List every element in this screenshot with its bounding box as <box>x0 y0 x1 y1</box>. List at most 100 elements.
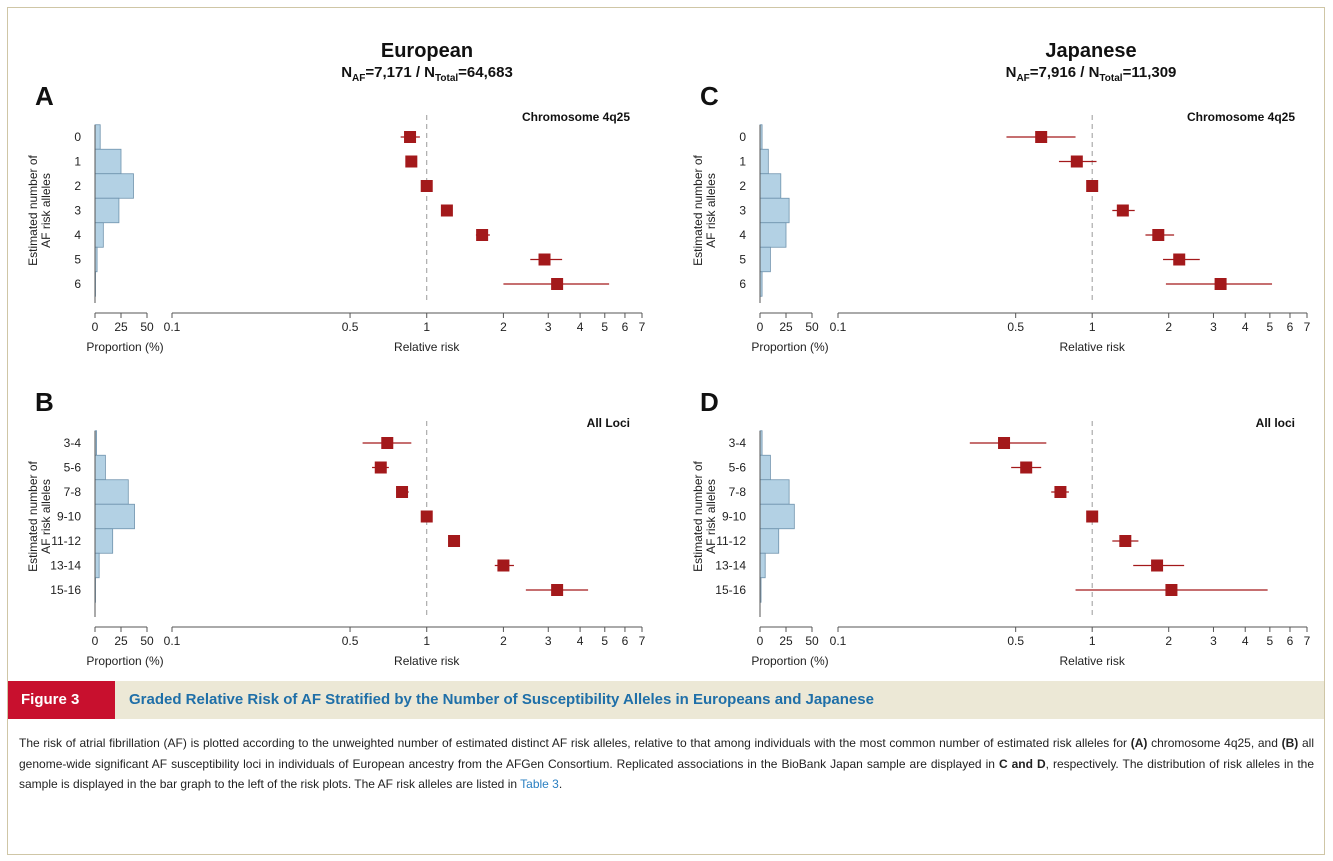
panel-a: A Estimated number ofAF risk alleles 0 1 2 3 4… <box>26 81 646 354</box>
caption-text-4: , respectively. The distribution of risk… <box>19 756 1314 792</box>
y-axis-label: Estimated number ofAF risk alleles <box>26 154 53 265</box>
category-tick-label: 4 <box>739 228 746 242</box>
rr-tick-label: 2 <box>1165 634 1172 648</box>
risk-marker <box>420 510 433 523</box>
proportion-bar <box>94 222 104 248</box>
proportion-bar <box>759 148 769 175</box>
proportion-bar <box>94 503 135 530</box>
risk-marker <box>551 278 564 290</box>
category-tick-label: 3 <box>74 204 81 218</box>
rr-tick-label: 7 <box>639 634 646 648</box>
rr-tick-label: 1 <box>1089 320 1096 334</box>
rr-tick-label: 0.5 <box>1007 634 1024 648</box>
risk-marker <box>538 253 551 266</box>
caption-text-5: . <box>558 777 563 791</box>
rr-tick-label: 6 <box>1287 634 1294 648</box>
category-tick-label: 5 <box>74 253 81 267</box>
proportion-tick-label: 0 <box>92 634 99 648</box>
rr-tick-label: 5 <box>601 634 608 648</box>
risk-marker <box>1152 229 1165 241</box>
figure-caption: The risk of atrial fibrillation (AF) is … <box>19 733 1314 795</box>
japanese-title: Japanese <box>1045 40 1136 62</box>
proportion-axis-label: Proportion (%) <box>86 340 163 354</box>
rr-axis-label: Relative risk <box>1060 340 1126 354</box>
risk-marker <box>1054 486 1067 498</box>
panel-letter: D <box>700 387 719 417</box>
category-tick-label: 5-6 <box>64 461 82 475</box>
category-tick-label: 3 <box>739 204 746 218</box>
category-tick-label: 11-12 <box>716 534 746 548</box>
risk-marker <box>374 461 387 474</box>
rr-tick-label: 0.1 <box>164 634 181 648</box>
proportion-tick-label: 0 <box>757 634 764 648</box>
proportion-bar <box>94 124 101 150</box>
rr-tick-label: 0.1 <box>164 320 181 334</box>
proportion-bar <box>94 454 106 481</box>
rr-tick-label: 5 <box>601 320 608 334</box>
european-sample-size: NAF=7,171 / NTotal=64,683 <box>341 64 513 84</box>
risk-marker <box>1020 461 1033 474</box>
european-title: European <box>381 40 473 62</box>
category-tick-label: 2 <box>739 179 746 193</box>
proportion-bar <box>759 552 766 579</box>
proportion-tick-label: 50 <box>140 320 154 334</box>
risk-marker <box>476 229 489 241</box>
proportion-tick-label: 25 <box>779 320 793 334</box>
proportion-tick-label: 25 <box>114 320 128 334</box>
category-tick-label: 13-14 <box>50 559 81 573</box>
category-tick-label: 4 <box>74 228 81 242</box>
category-tick-label: 9-10 <box>722 510 746 524</box>
japanese-sample-size: NAF=7,916 / NTotal=11,309 <box>1006 64 1177 84</box>
rr-tick-label: 7 <box>1304 634 1311 648</box>
proportion-bar <box>759 503 795 530</box>
category-tick-label: 15-16 <box>50 583 81 597</box>
proportion-axis-label: Proportion (%) <box>86 654 163 668</box>
risk-marker <box>420 180 433 192</box>
risk-marker <box>404 131 417 143</box>
category-tick-label: 0 <box>74 130 81 144</box>
rr-tick-label: 5 <box>1267 320 1274 334</box>
proportion-bar <box>94 173 134 199</box>
forest-plot-figure: European NAF=7,171 / NTotal=64,683 Japan… <box>26 40 1311 668</box>
risk-marker <box>405 155 418 168</box>
panel-d: D Estimated number ofAF risk alleles 3-4 5-… <box>691 387 1311 668</box>
proportion-tick-label: 25 <box>779 634 793 648</box>
y-axis-label: Estimated number ofAF risk alleles <box>691 460 718 571</box>
table-3-link[interactable]: Table 3 <box>520 777 559 791</box>
risk-marker <box>381 437 394 449</box>
category-tick-label: 15-16 <box>715 583 746 597</box>
proportion-bar <box>759 454 771 481</box>
panel-letter: A <box>35 81 54 111</box>
proportion-bar <box>94 528 114 554</box>
rr-tick-label: 0.5 <box>342 320 359 334</box>
risk-marker <box>1086 180 1099 192</box>
proportion-bar <box>94 552 100 579</box>
proportion-bar <box>759 197 790 224</box>
panel-letter: B <box>35 387 54 417</box>
proportion-bar <box>759 246 771 273</box>
category-tick-label: 0 <box>739 130 746 144</box>
proportion-bar <box>759 479 790 505</box>
proportion-bar <box>94 197 120 224</box>
risk-marker <box>1119 535 1132 547</box>
category-tick-label: 7-8 <box>64 485 82 499</box>
panel-annotation: All loci <box>1256 416 1295 430</box>
risk-marker <box>551 584 564 596</box>
proportion-axis-label: Proportion (%) <box>751 654 828 668</box>
rr-axis-label: Relative risk <box>1060 654 1126 668</box>
category-tick-label: 5-6 <box>729 461 747 475</box>
caption-text-1: The risk of atrial fibrillation (AF) is … <box>19 736 1131 750</box>
rr-tick-label: 2 <box>1165 320 1172 334</box>
rr-tick-label: 3 <box>1210 634 1217 648</box>
figure-title: Graded Relative Risk of AF Stratified by… <box>129 691 874 708</box>
category-tick-label: 3-4 <box>64 436 82 450</box>
rr-tick-label: 6 <box>622 320 629 334</box>
rr-axis-label: Relative risk <box>394 340 460 354</box>
proportion-tick-label: 50 <box>140 634 154 648</box>
european-header: European NAF=7,171 / NTotal=64,683 <box>341 40 513 84</box>
panel-annotation: Chromosome 4q25 <box>1187 110 1295 124</box>
rr-tick-label: 4 <box>577 634 584 648</box>
panel-letter: C <box>700 81 719 111</box>
rr-tick-label: 4 <box>577 320 584 334</box>
risk-marker <box>1151 559 1164 572</box>
